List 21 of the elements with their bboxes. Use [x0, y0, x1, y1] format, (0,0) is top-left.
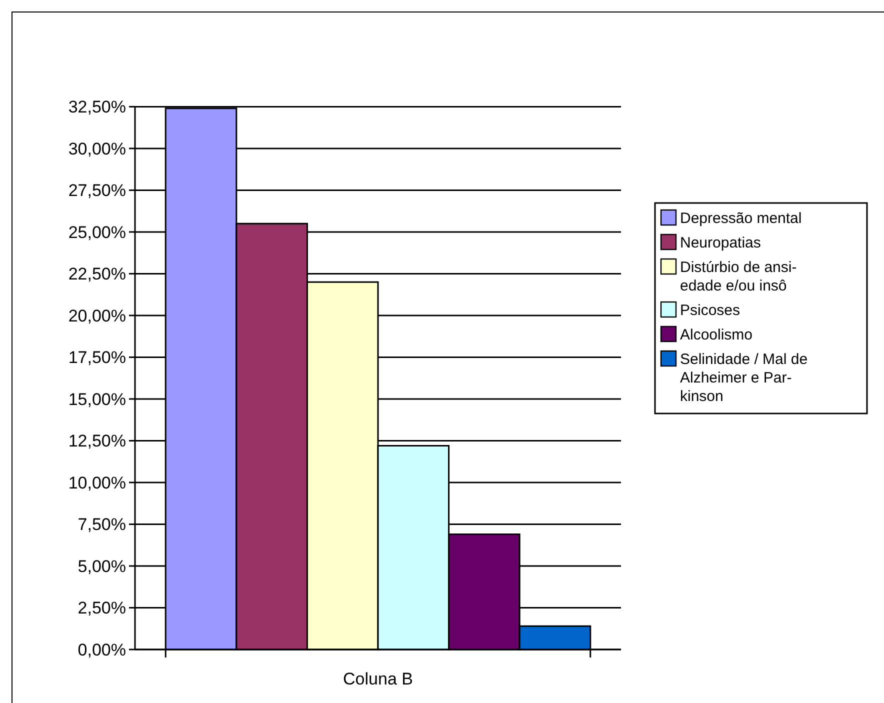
y-tick-label: 27,50%	[68, 181, 126, 200]
y-tick-label: 32,50%	[68, 98, 126, 117]
y-tick-label: 7,50%	[78, 515, 126, 534]
y-tick-label: 2,50%	[78, 598, 126, 618]
legend-label: Neuropatias	[680, 234, 761, 252]
y-tick-label: 17,50%	[68, 348, 126, 368]
y-tick-label: 22,50%	[68, 264, 126, 284]
y-tick-label: 25,00%	[68, 222, 126, 242]
legend-label: Distúrbio de ansi- edade e/ou insô	[680, 259, 797, 294]
y-tick-label: 20,00%	[68, 306, 126, 326]
y-tick-label: 30,00%	[68, 139, 126, 158]
y-tick-label: 15,00%	[68, 390, 126, 409]
y-tick-label: 5,00%	[78, 556, 126, 576]
x-tick-label: Coluna B	[343, 670, 413, 688]
y-tick-label: 12,50%	[68, 432, 126, 451]
y-tick-label: 10,00%	[68, 473, 126, 492]
legend-label: Depressão mental	[680, 210, 802, 227]
legend-label: Selinidade / Mal de Alzheimer e Par- kinson	[680, 351, 808, 405]
y-tick-label: 0,00%	[78, 640, 126, 660]
legend-label: Psicoses	[680, 302, 740, 319]
legend-label: Alcoolismo	[680, 326, 753, 344]
